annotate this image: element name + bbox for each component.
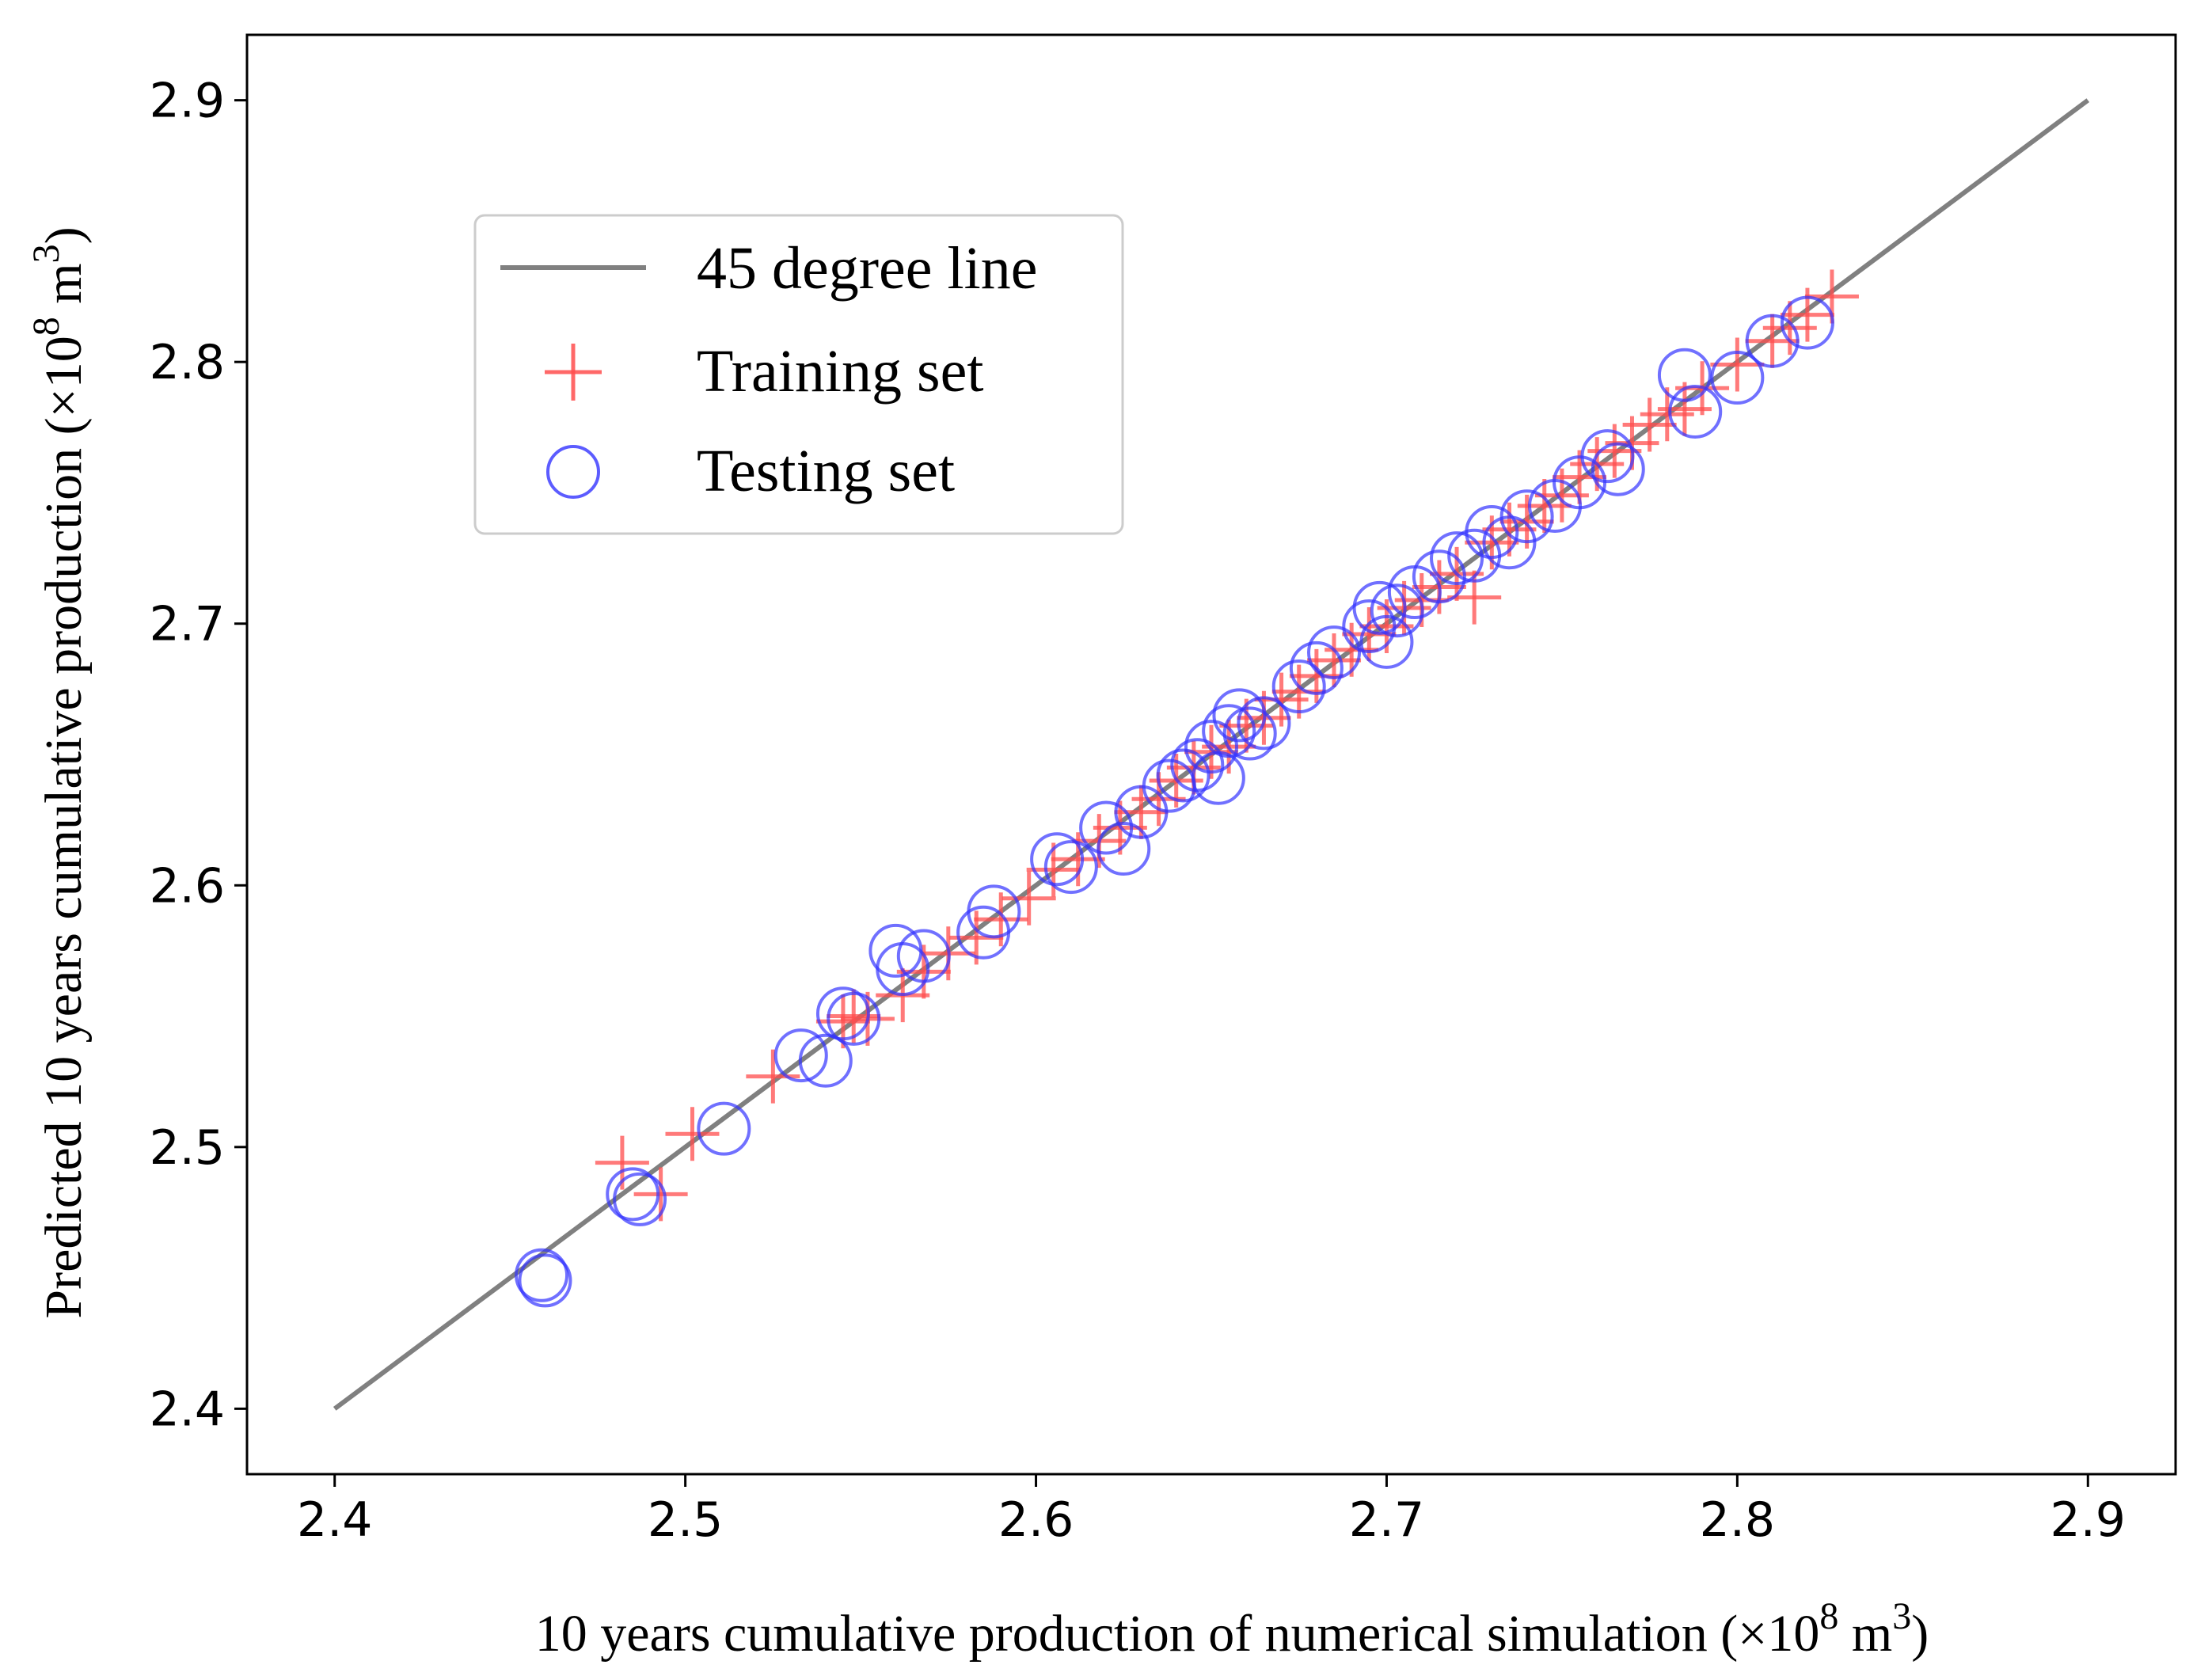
testing-point xyxy=(1237,696,1291,751)
testing-point xyxy=(1184,720,1238,774)
testing-point xyxy=(815,986,870,1041)
testing-point xyxy=(798,1033,853,1088)
testing-point xyxy=(1212,688,1267,743)
testing-point xyxy=(1156,748,1211,803)
training-point xyxy=(827,989,881,1043)
testing-point xyxy=(1710,351,1765,405)
y-tick-label: 2.4 xyxy=(150,1382,225,1437)
y-tick-label: 2.7 xyxy=(150,597,225,652)
testing-point xyxy=(1202,704,1256,758)
testing-point xyxy=(1580,429,1635,484)
testing-point xyxy=(518,1253,572,1308)
legend-label-training: Training set xyxy=(697,338,983,405)
y-axis-title: Predicted 10 years cumulative production… xyxy=(25,226,93,1318)
testing-point xyxy=(773,1028,828,1083)
testing-point xyxy=(1668,384,1723,439)
testing-point xyxy=(1043,840,1098,895)
testing-point xyxy=(1307,625,1362,680)
testing-point xyxy=(1745,314,1800,368)
testing-point xyxy=(1359,614,1414,669)
training-point xyxy=(665,1107,720,1161)
testing-point xyxy=(1499,489,1554,544)
training-point xyxy=(1001,871,1056,926)
testing-point xyxy=(1657,348,1712,402)
testing-point xyxy=(515,1248,569,1302)
x-tick-label: 2.9 xyxy=(2050,1492,2126,1548)
testing-point xyxy=(1780,295,1834,350)
testing-point xyxy=(1342,599,1397,654)
testing-point xyxy=(1482,515,1537,570)
legend-frame xyxy=(473,214,1124,535)
x-axis-title: 10 years cumulative production of numeri… xyxy=(535,1595,1929,1663)
legend-circle-marker xyxy=(546,445,600,499)
training-point xyxy=(746,1049,800,1104)
testing-point xyxy=(1412,549,1466,604)
y-tick-label: 2.5 xyxy=(150,1120,225,1176)
testing-point xyxy=(1030,832,1085,887)
testing-point xyxy=(1370,583,1424,638)
testing-point xyxy=(1430,531,1484,586)
x-tick-label: 2.7 xyxy=(1349,1492,1424,1548)
x-tick-label: 2.6 xyxy=(998,1492,1074,1548)
testing-point xyxy=(1289,640,1344,695)
plot-frame xyxy=(245,33,2177,1476)
x-tick-label: 2.4 xyxy=(297,1492,372,1548)
testing-point xyxy=(1079,800,1134,855)
x-tick-label: 2.8 xyxy=(1700,1492,1775,1548)
testing-point xyxy=(1591,442,1645,496)
legend-label-testing: Testing set xyxy=(697,438,955,504)
testing-point xyxy=(967,884,1021,939)
legend-label-line: 45 degree line xyxy=(697,235,1037,302)
testing-point xyxy=(896,929,951,983)
testing-point xyxy=(1465,505,1519,560)
training-point xyxy=(1710,337,1765,392)
y-tick-label: 2.6 xyxy=(150,858,225,914)
testing-point xyxy=(697,1101,751,1156)
x-tick-label: 2.5 xyxy=(648,1492,723,1548)
legend-plus-marker xyxy=(545,344,602,401)
testing-series-layer xyxy=(515,295,1834,1308)
axes: 2.4 2.5 2.6 2.7 2.8 2.9 2.4 2.5 2.6 2.7 2.8 2.9 xyxy=(150,33,2177,1548)
testing-point xyxy=(1222,706,1277,761)
y-tick-label: 2.9 xyxy=(150,74,225,129)
testing-point xyxy=(827,991,881,1046)
testing-point xyxy=(1271,659,1326,714)
legend: 45 degree line Training set Testing set xyxy=(473,214,1124,535)
y-tick-label: 2.8 xyxy=(150,335,225,390)
testing-point xyxy=(1352,580,1407,635)
testing-point xyxy=(613,1172,667,1226)
testing-point xyxy=(1096,821,1151,876)
testing-point xyxy=(606,1167,660,1222)
